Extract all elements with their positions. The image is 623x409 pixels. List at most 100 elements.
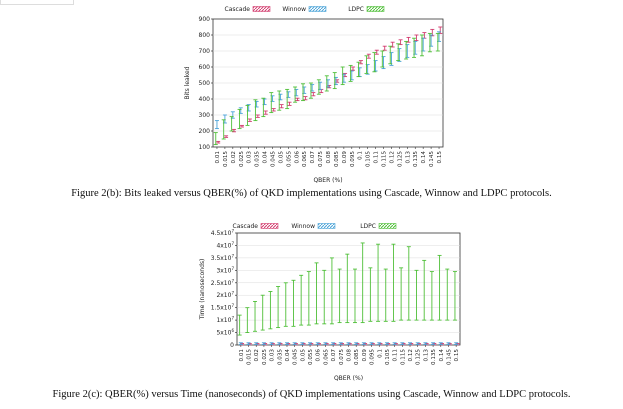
x-axis-label: QBER (%): [334, 375, 363, 382]
error-bar-ldpc: [422, 259, 427, 321]
error-bar-ldpc: [229, 116, 234, 132]
error-bar-ldpc: [314, 262, 319, 325]
x-tick-label: 0.02: [231, 151, 237, 163]
y-tick-label: 5x106: [216, 328, 234, 337]
error-bar-ldpc: [345, 253, 350, 324]
error-bar-cascade: [350, 66, 355, 71]
error-bar-cascade: [279, 104, 284, 109]
x-tick-label: 0.065: [302, 151, 308, 167]
x-tick-label: 0.15: [454, 349, 460, 362]
x-tick-label: 0.15: [437, 151, 443, 164]
error-bar-ldpc: [253, 99, 258, 122]
error-bar-winnow: [308, 342, 313, 345]
x-tick-label: 0.105: [366, 151, 372, 167]
error-bar-cascade: [263, 110, 268, 115]
y-tick-label: 2.5x107: [211, 278, 235, 287]
error-bar-ldpc: [445, 268, 450, 321]
error-bar-winnow: [254, 342, 259, 345]
error-bar-ldpc: [329, 257, 334, 325]
error-bar-ldpc: [332, 72, 337, 90]
x-tick-label: 0.055: [286, 151, 292, 167]
error-bar-ldpc: [237, 108, 242, 130]
y-tick-label: 2x107: [216, 291, 234, 300]
x-tick-label: 0.01: [215, 151, 221, 164]
error-bar-ldpc: [412, 37, 417, 58]
error-bar-ldpc: [437, 254, 442, 321]
legend-swatch-winnow: [308, 6, 327, 12]
x-tick-label: 0.01: [239, 349, 245, 362]
error-bar-ldpc: [435, 32, 440, 52]
x-tick-label: 0.13: [405, 151, 411, 164]
legend-swatch-ldpc: [366, 6, 385, 12]
error-bar-ldpc: [322, 269, 327, 325]
error-bar-ldpc: [383, 268, 388, 322]
error-bar-winnow: [261, 342, 266, 345]
error-bar-winnow: [269, 342, 274, 345]
x-tick-label: 0.125: [416, 349, 422, 365]
figure-2c-caption: Figure 2(c): QBER(%) versus Time (nanose…: [52, 389, 571, 400]
error-bar-cascade: [319, 88, 324, 94]
x-tick-label: 0.14: [421, 151, 427, 164]
x-tick-label: 0.025: [262, 349, 268, 365]
x-tick-label: 0.145: [429, 151, 435, 167]
x-tick-label: 0.04: [285, 349, 291, 362]
error-bar-ldpc: [352, 268, 357, 324]
x-tick-label: 0.015: [223, 151, 229, 167]
error-bar-ldpc: [237, 314, 242, 336]
legend-swatch-ldpc: [378, 223, 397, 229]
legend-label-winnow: Winnow: [291, 223, 315, 230]
error-bar-ldpc: [396, 43, 401, 62]
x-tick-label: 0.1: [358, 151, 364, 160]
error-bar-cascade: [390, 41, 395, 48]
error-bar-ldpc: [356, 61, 361, 78]
y-tick-label: 4x107: [216, 241, 234, 250]
error-bar-ldpc: [245, 104, 250, 126]
y-tick-label: 100: [199, 144, 211, 151]
x-tick-label: 0.09: [342, 151, 348, 164]
x-tick-label: 0.11: [393, 349, 399, 362]
y-axis-label: Time (nanoseconds): [199, 259, 206, 321]
x-tick-label: 0.115: [382, 151, 388, 167]
legend-swatch-cascade: [260, 223, 279, 229]
error-bar-ldpc: [337, 268, 342, 324]
x-tick-label: 0.1: [377, 349, 383, 358]
x-tick-label: 0.045: [293, 349, 299, 365]
x-tick-label: 0.075: [318, 151, 324, 167]
x-tick-label: 0.08: [326, 151, 332, 164]
y-tick-label: 3.5x107: [211, 253, 235, 262]
error-bar-winnow: [315, 342, 320, 345]
figure-2b-caption: Figure 2(b): Bits leaked versus QBER(%) …: [71, 188, 552, 199]
error-bar-ldpc: [391, 243, 396, 322]
error-bar-ldpc: [368, 267, 373, 322]
error-bar-winnow: [338, 342, 343, 345]
x-tick-label: 0.06: [316, 349, 322, 362]
y-tick-label: 400: [199, 96, 211, 103]
error-bar-winnow: [346, 342, 351, 345]
x-tick-label: 0.135: [431, 349, 437, 365]
error-bar-ldpc: [316, 79, 321, 95]
error-bar-ldpc: [360, 242, 365, 324]
error-bar-cascade: [239, 124, 244, 128]
error-bar-ldpc: [452, 271, 457, 321]
y-tick-label: 200: [199, 128, 211, 135]
x-tick-label: 0.06: [294, 151, 300, 164]
x-tick-label: 0.025: [239, 151, 245, 167]
error-bar-ldpc: [427, 32, 432, 53]
y-axis-label: Bits leaked: [184, 66, 191, 99]
x-tick-label: 0.07: [331, 349, 337, 362]
x-tick-label: 0.085: [334, 151, 340, 167]
x-tick-label: 0.03: [270, 349, 276, 362]
x-tick-label: 0.12: [408, 349, 414, 361]
error-bar-ldpc: [261, 97, 266, 118]
x-tick-label: 0.115: [400, 349, 406, 365]
error-bar-cascade: [271, 108, 276, 112]
error-bar-winnow: [354, 342, 359, 345]
error-bar-ldpc: [429, 271, 434, 321]
error-bar-cascade: [398, 39, 403, 46]
error-bar-winnow: [446, 342, 451, 345]
x-tick-label: 0.045: [270, 151, 276, 167]
x-tick-label: 0.075: [339, 349, 345, 365]
x-tick-label: 0.015: [247, 349, 253, 365]
error-bar-winnow: [431, 342, 436, 345]
legend-swatch-winnow: [317, 223, 336, 229]
